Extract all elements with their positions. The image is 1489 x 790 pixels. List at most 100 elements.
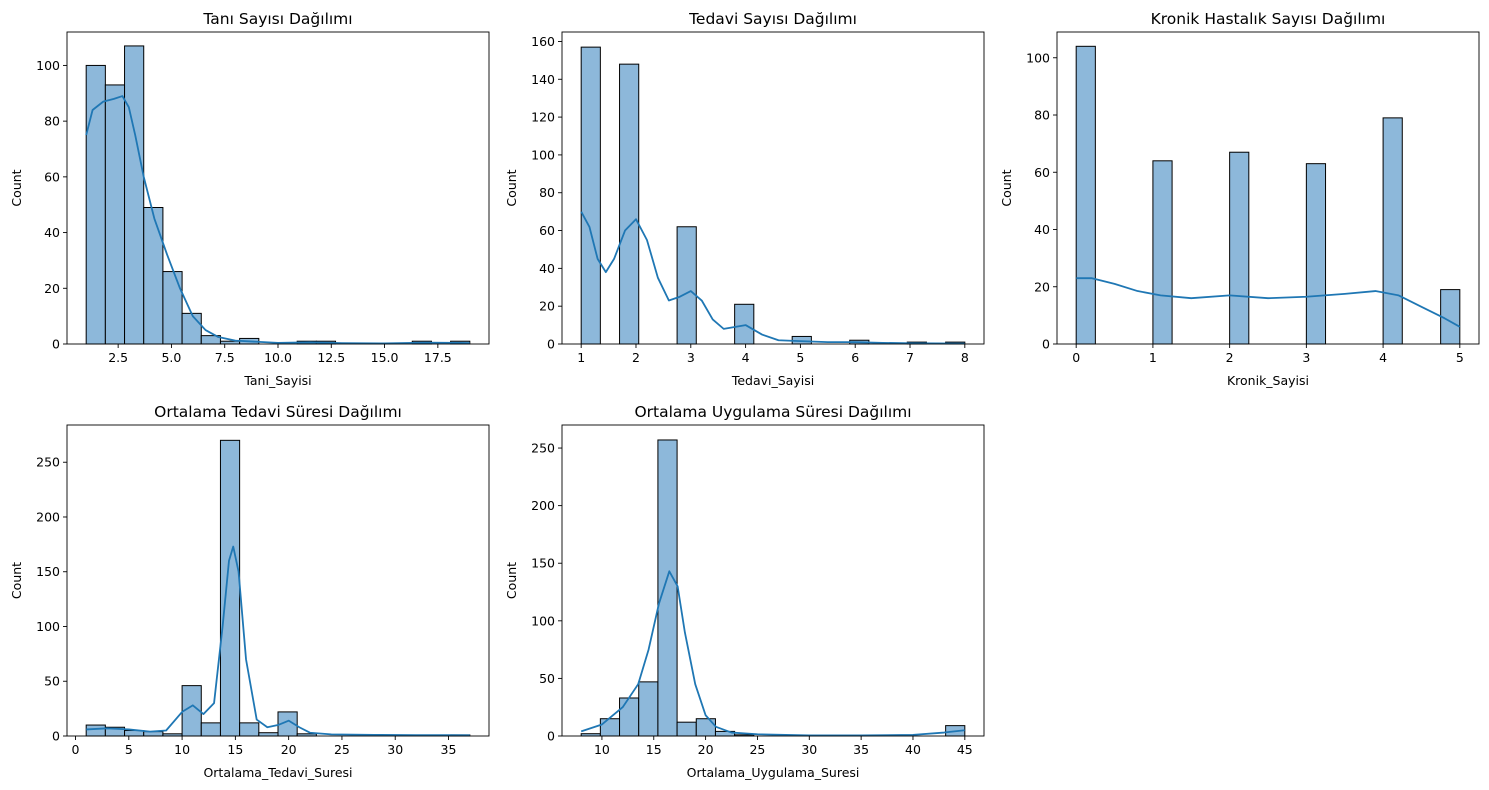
subplot-ortalama-uygulama-suresi: Ortalama Uygulama Süresi Dağılımı Ortala…: [504, 403, 985, 780]
y-tick-label: 40: [539, 261, 555, 276]
y-tick-label: 200: [531, 498, 555, 513]
x-axis-label: Ortalama_Uygulama_Suresi: [687, 765, 860, 780]
subplot-kronik-sayisi: Kronik Hastalık Sayısı Dağılımı Kronik_S…: [999, 10, 1480, 388]
x-tick-label: 2.5: [108, 350, 128, 365]
y-tick-label: 200: [36, 509, 60, 524]
chart-title: Ortalama Tedavi Süresi Dağılımı: [154, 403, 402, 421]
y-tick-label: 150: [36, 564, 60, 579]
x-tick-label: 15: [646, 742, 662, 757]
histogram-bar: [695, 718, 716, 737]
y-tick-label: 40: [44, 225, 60, 240]
histogram-bar: [1229, 151, 1250, 345]
x-tick-label: 35: [441, 742, 457, 757]
x-tick-label: 7.5: [215, 350, 235, 365]
histogram-bar: [657, 439, 678, 737]
x-tick-label: 30: [801, 742, 817, 757]
x-tick-label: 0: [72, 742, 80, 757]
histogram-bar: [676, 721, 697, 737]
bars: [580, 439, 966, 737]
plot-frame: [1056, 31, 1480, 345]
y-tick-label: 150: [531, 556, 555, 571]
x-tick-label: 20: [698, 742, 714, 757]
kde-line: [86, 545, 470, 737]
x-axis-label: Tani_Sayisi: [243, 373, 311, 388]
histogram-bar: [599, 718, 621, 737]
histogram-bar: [124, 45, 145, 345]
y-tick-label: 20: [1034, 279, 1050, 294]
histogram-bar: [676, 226, 697, 345]
plot-frame: [561, 31, 985, 345]
x-tick-label: 45: [957, 742, 973, 757]
x-tick-label: 3: [1302, 350, 1310, 365]
y-tick-label: 50: [44, 674, 60, 689]
x-tick-label: 7: [906, 350, 914, 365]
x-tick-label: 2: [632, 350, 640, 365]
x-tick-label: 25: [749, 742, 765, 757]
x-tick-label: 5: [796, 350, 804, 365]
x-tick-label: 5: [125, 742, 133, 757]
y-tick-label: 0: [1042, 337, 1050, 352]
histogram-bar: [104, 84, 126, 345]
histogram-bar: [200, 722, 221, 737]
y-tick-label: 0: [547, 729, 555, 744]
histogram-bar: [1152, 160, 1173, 345]
x-tick-label: 10: [174, 742, 190, 757]
y-tick-label: 160: [531, 34, 555, 49]
subplot-ortalama-tedavi-suresi: Ortalama Tedavi Süresi Dağılımı Ortalama…: [9, 403, 490, 780]
histogram-bar: [219, 439, 241, 737]
bars: [1075, 45, 1461, 345]
y-tick-label: 0: [52, 337, 60, 352]
bars: [580, 46, 966, 345]
subplot-tani-sayisi: Tanı Sayısı Dağılımı Tani_Sayisi Count 2…: [9, 10, 490, 388]
histogram-bar: [143, 207, 164, 345]
y-tick-label: 0: [52, 729, 60, 744]
x-tick-label: 15.0: [371, 350, 399, 365]
y-tick-label: 20: [44, 281, 60, 296]
y-tick-label: 100: [531, 147, 555, 162]
x-tick-label: 5: [1456, 350, 1464, 365]
chart-title: Kronik Hastalık Sayısı Dağılımı: [1151, 10, 1386, 28]
x-tick-label: 20: [281, 742, 297, 757]
kde-line: [1076, 277, 1461, 328]
x-axis-label: Ortalama_Tedavi_Suresi: [203, 765, 352, 780]
x-tick-label: 5.0: [161, 350, 181, 365]
histogram-bar: [258, 732, 279, 737]
y-axis-label: Count: [9, 169, 24, 206]
y-tick-label: 100: [531, 613, 555, 628]
plot-frame: [66, 424, 490, 737]
x-tick-label: 0: [1072, 350, 1080, 365]
y-tick-label: 60: [1034, 165, 1050, 180]
x-tick-label: 2: [1226, 350, 1234, 365]
y-tick-label: 100: [36, 58, 60, 73]
histogram-bar: [85, 724, 106, 737]
y-tick-label: 20: [539, 299, 555, 314]
x-tick-label: 10.0: [264, 350, 292, 365]
y-axis-label: Count: [999, 169, 1014, 206]
y-tick-label: 80: [539, 185, 555, 200]
x-tick-label: 35: [853, 742, 869, 757]
x-tick-label: 17.5: [424, 350, 452, 365]
y-tick-label: 250: [531, 441, 555, 456]
histogram-bar: [181, 312, 202, 345]
y-axis-label: Count: [9, 562, 24, 599]
y-tick-label: 0: [547, 337, 555, 352]
bars: [85, 439, 471, 737]
y-tick-label: 60: [44, 169, 60, 184]
histogram-bar: [638, 681, 659, 737]
x-axis-label: Kronik_Sayisi: [1227, 373, 1309, 388]
kde-line: [580, 211, 965, 345]
x-axis-label: Tedavi_Sayisi: [731, 373, 814, 388]
chart-title: Ortalama Uygulama Süresi Dağılımı: [634, 403, 911, 421]
x-tick-label: 6: [851, 350, 859, 365]
y-tick-label: 60: [539, 223, 555, 238]
subplot-tedavi-sayisi: Tedavi Sayısı Dağılımı Tedavi_Sayisi Cou…: [504, 10, 985, 388]
y-tick-label: 120: [531, 110, 555, 125]
y-axis-label: Count: [504, 169, 519, 206]
x-tick-label: 3: [687, 350, 695, 365]
histogram-bar: [239, 722, 260, 737]
x-tick-label: 1: [577, 350, 585, 365]
histogram-bar: [1075, 45, 1096, 345]
x-tick-label: 4: [742, 350, 750, 365]
plot-frame: [561, 424, 985, 737]
